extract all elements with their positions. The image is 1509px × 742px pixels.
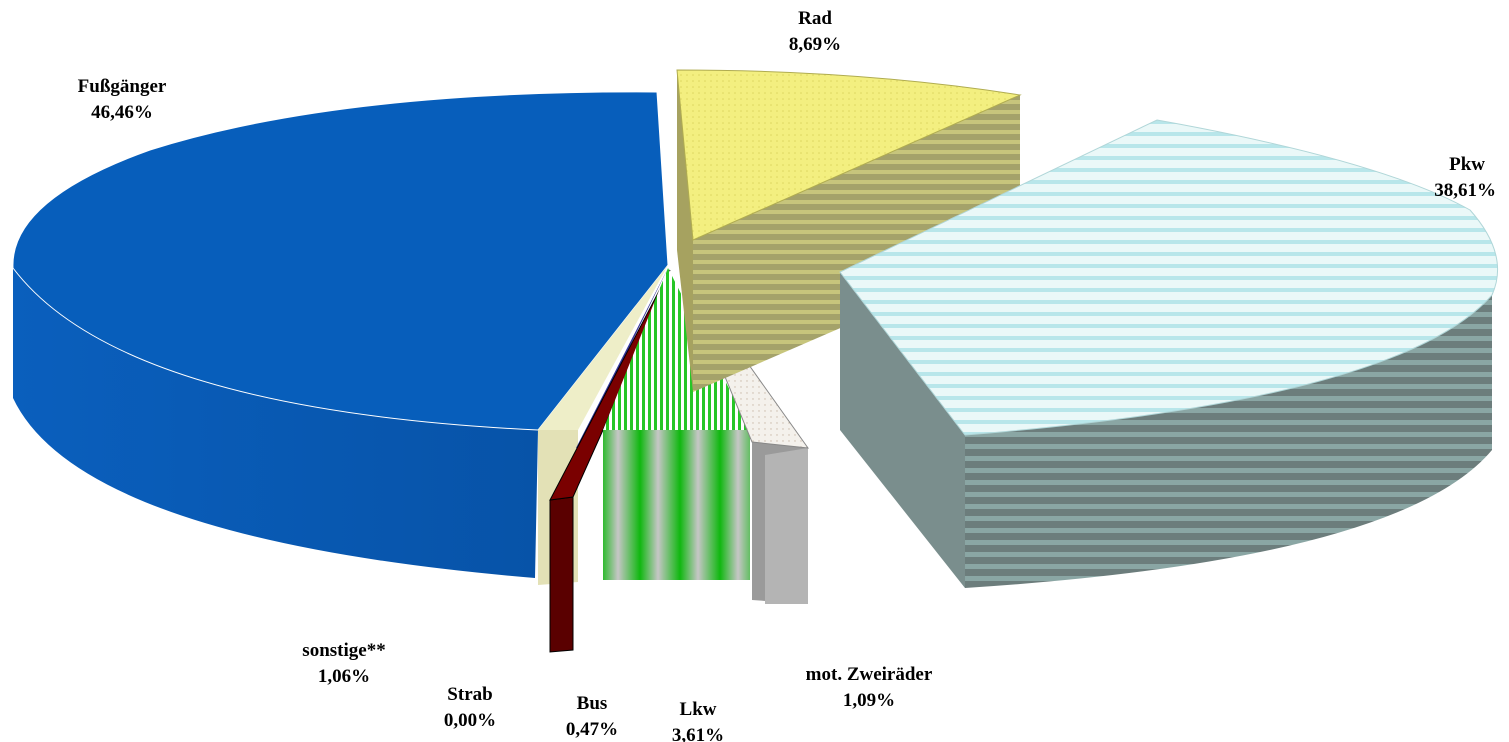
slice-side-pkw-left: [840, 272, 965, 588]
label-fussgaenger-value: 46,46%: [91, 102, 153, 123]
slice-strab: [576, 268, 668, 448]
label-strab-name: Strab: [447, 684, 492, 705]
slice-side-mot-zweiraeder-face: [765, 448, 808, 604]
slice-side-fussgaenger: [13, 268, 538, 578]
label-lkw-value: 3,61%: [672, 725, 724, 742]
slice-side-pkw: [965, 295, 1492, 588]
slice-lkw: [603, 268, 750, 430]
label-mot-zweiraeder-value: 1,09%: [843, 690, 895, 711]
slice-pkw: [839, 119, 1499, 436]
slice-side-bus: [549, 496, 574, 653]
slice-fussgaenger: [12, 91, 669, 431]
label-rad-name: Rad: [798, 8, 832, 29]
label-pkw-value: 38,61%: [1434, 180, 1496, 201]
slice-side-lkw: [603, 430, 750, 580]
label-bus-value: 0,47%: [566, 719, 618, 740]
slice-side-rad: [693, 95, 1020, 392]
label-sonstige-name: sonstige**: [302, 640, 385, 661]
label-strab-value: 0,00%: [444, 710, 496, 731]
slice-side-rad-front: [677, 70, 693, 392]
label-lkw-name: Lkw: [680, 699, 717, 720]
label-bus-name: Bus: [577, 693, 608, 714]
slice-sonstige: [538, 265, 668, 430]
label-fussgaenger-name: Fußgänger: [78, 76, 167, 97]
label-pkw-name: Pkw: [1449, 154, 1485, 175]
label-sonstige-value: 1,06%: [318, 666, 370, 687]
label-mot-zweiraeder-name: mot. Zweiräder: [806, 664, 933, 685]
slice-rad: [676, 69, 1022, 241]
label-rad-value: 8,69%: [789, 34, 841, 55]
